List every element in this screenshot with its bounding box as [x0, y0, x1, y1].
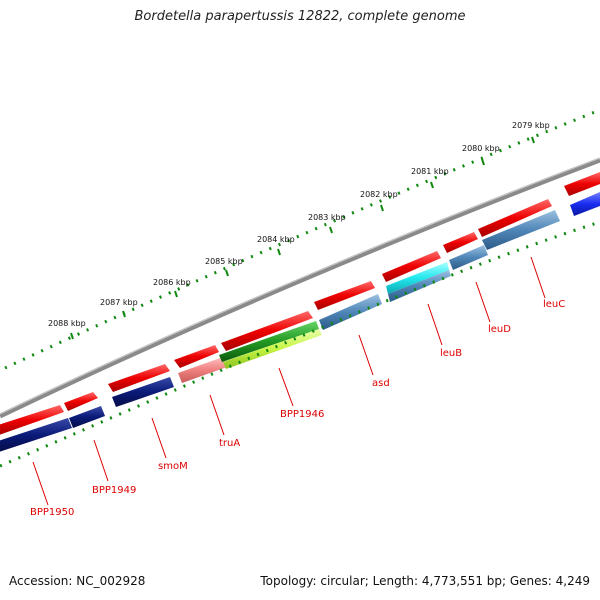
cds-block [112, 377, 174, 407]
topology-text: Topology: circular; Length: 4,773,551 bp… [260, 574, 590, 588]
cds-block [449, 245, 488, 270]
scale-major-tick [277, 248, 281, 256]
gene-arrow [443, 232, 478, 253]
backbone-highlight [0, 157, 600, 415]
gene-arrow [314, 281, 375, 310]
scale-label: 2088 kbp [48, 319, 86, 328]
gene-labels: BPP1950 BPP1949 smoM truA BPP1946 asd le… [30, 299, 565, 518]
gene-arrow [108, 364, 170, 392]
scale-major-tick [122, 310, 126, 318]
connector-line [32, 461, 49, 506]
inner-tick-ring [0, 220, 600, 468]
scale-label: 2085 kbp [205, 257, 243, 266]
gene-arrow [174, 345, 219, 368]
cds-block [69, 406, 105, 428]
scale-major-tick [70, 332, 74, 340]
scale-label: 2083 kbp [308, 213, 346, 222]
gene-label-asd: asd [372, 378, 390, 389]
genome-backbone [0, 157, 600, 419]
scale-label: 2081 kbp [411, 167, 449, 176]
connector-line [427, 303, 443, 346]
scale-label: 2080 kbp [462, 144, 500, 153]
scale-label: 2079 kbp [512, 121, 550, 130]
gene-arrow [221, 311, 313, 351]
gene-label-bpp1950: BPP1950 [30, 507, 74, 518]
gene-arrow [478, 199, 552, 237]
cds-block [386, 262, 449, 294]
connector-line [93, 439, 109, 482]
scale-major-ticks [70, 136, 535, 340]
connector-line [278, 367, 294, 407]
cds-block [319, 294, 382, 330]
gene-arrow [382, 251, 441, 282]
connector-line [209, 394, 225, 436]
scale-major-tick [481, 158, 485, 166]
label-connectors [32, 256, 546, 506]
scale-major-tick [225, 269, 229, 277]
gene-label-leub: leuB [440, 348, 462, 359]
connector-line [151, 417, 167, 459]
scale-major-tick [174, 290, 178, 298]
scale-major-tick [329, 226, 333, 234]
scale-labels: 2079 kbp 2080 kbp 2081 kbp 2082 kbp 2083… [48, 121, 550, 328]
gene-label-trua: truA [219, 438, 240, 449]
scale-major-tick [430, 181, 434, 189]
cds-block [482, 210, 560, 250]
scale-label: 2086 kbp [153, 278, 191, 287]
gene-arrow [564, 172, 600, 196]
gene-label-leud: leuD [488, 324, 511, 335]
gene-label-bpp1949: BPP1949 [92, 485, 136, 496]
forward-strand [0, 172, 600, 435]
gene-label-smom: smoM [158, 461, 188, 472]
scale-major-tick [380, 204, 384, 212]
gene-label-bpp1946: BPP1946 [280, 409, 324, 420]
cds-block [388, 270, 451, 302]
reverse-strand [0, 192, 600, 452]
accession-text: Accession: NC_002928 [9, 574, 146, 588]
cds-block [570, 192, 600, 216]
cds-block [178, 357, 227, 383]
gene-arrow [0, 405, 64, 435]
cds-block [219, 321, 319, 362]
connector-line [530, 256, 546, 299]
scale-major-tick [531, 136, 535, 144]
cds-block [0, 418, 72, 452]
gene-arrow [64, 392, 98, 411]
scale-label: 2087 kbp [100, 298, 138, 307]
map-title: Bordetella parapertussis 12822, complete… [134, 9, 466, 24]
gene-label-leuc: leuC [543, 299, 565, 310]
connector-line [475, 281, 491, 323]
cds-block [223, 329, 322, 369]
connector-line [358, 334, 374, 376]
scale-label: 2082 kbp [360, 190, 398, 199]
scale-label: 2084 kbp [257, 235, 295, 244]
